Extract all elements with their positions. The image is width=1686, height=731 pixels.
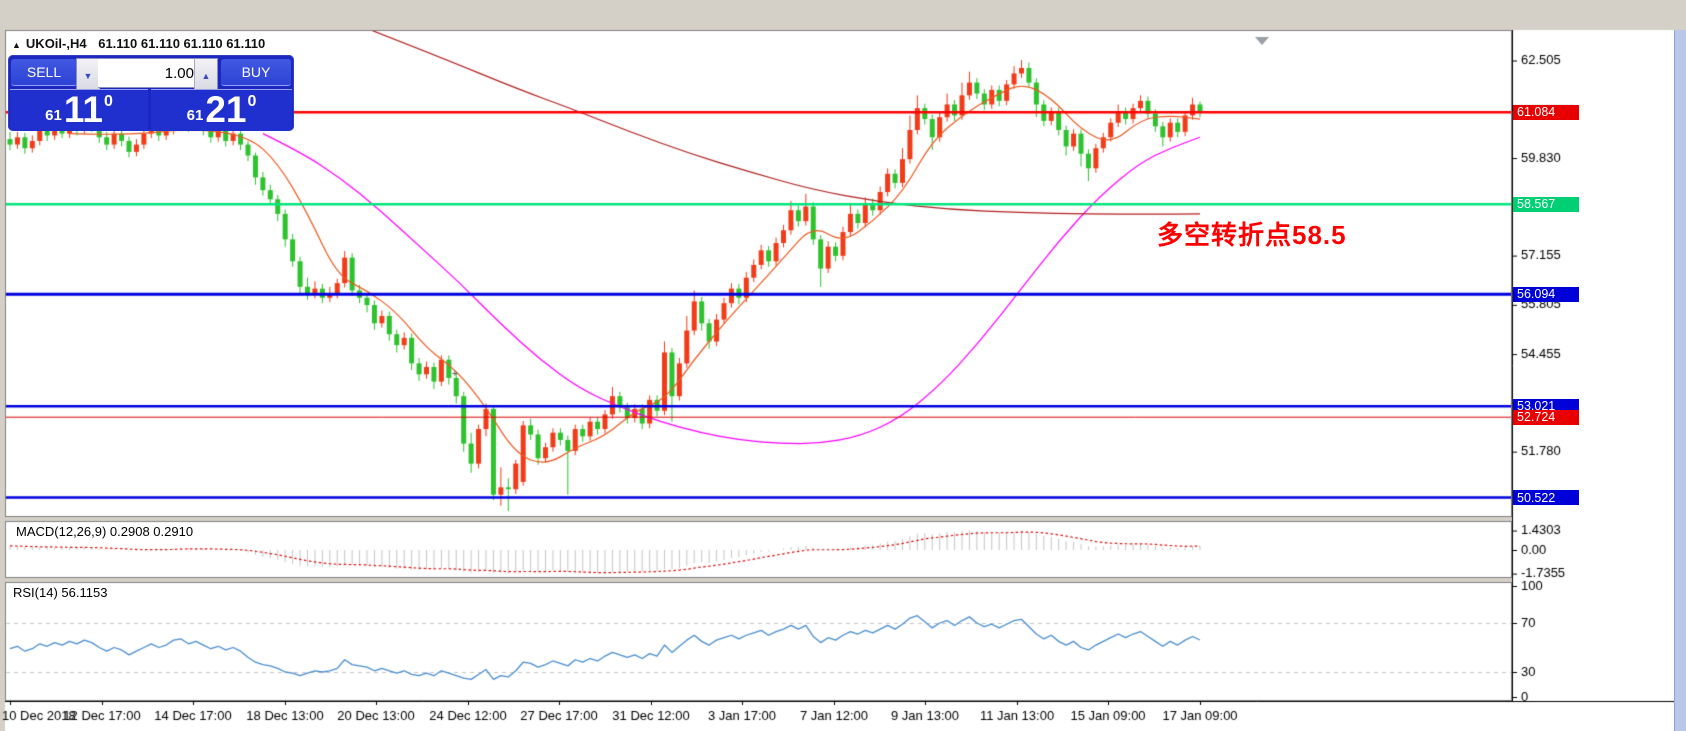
- one-click-trading-panel: SELL ▼ 1.00 ▲ BUY 61 11 0 61 21 0: [8, 55, 294, 131]
- symbol-period-label: UKOil-,H4: [25, 36, 87, 51]
- price-level-label-58.567: 58.567: [1513, 196, 1579, 212]
- buy-price-big-figure: 21: [205, 89, 247, 130]
- volume-increase-button[interactable]: ▲: [194, 58, 218, 93]
- buy-price-prefix: 61: [186, 107, 204, 124]
- price-level-label-61.084: 61.084: [1513, 104, 1579, 120]
- price-level-label-56.094: 56.094: [1513, 286, 1579, 302]
- window-right-edge: [1674, 30, 1686, 731]
- buy-price-display[interactable]: 61 21 0: [151, 89, 292, 131]
- price-level-label-52.724: 52.724: [1513, 409, 1579, 425]
- chart-title: ▲ UKOil-,H4 61.110 61.110 61.110 61.110: [12, 36, 265, 51]
- rsi-indicator-label: RSI(14) 56.1153: [13, 585, 108, 600]
- buy-price-pip: 0: [247, 93, 257, 110]
- quote-panel-top-row: SELL ▼ 1.00 ▲ BUY: [8, 55, 294, 93]
- sell-price-pip: 0: [103, 93, 113, 110]
- macd-indicator-label: MACD(12,26,9) 0.2908 0.2910: [16, 524, 194, 539]
- collapse-triangle-icon[interactable]: ▲: [12, 40, 21, 50]
- sell-price-big-figure: 11: [63, 89, 103, 130]
- volume-input[interactable]: 1.00: [98, 58, 200, 88]
- buy-button[interactable]: BUY: [221, 59, 291, 86]
- sell-price-prefix: 61: [45, 107, 62, 124]
- ohlc-values: 61.110 61.110 61.110 61.110: [98, 36, 266, 51]
- chart-text-annotation: 多空转折点58.5: [1157, 220, 1347, 250]
- sell-price-display[interactable]: 61 11 0: [10, 89, 148, 131]
- price-level-label-50.522: 50.522: [1513, 490, 1579, 505]
- sell-button[interactable]: SELL: [11, 59, 77, 86]
- volume-decrease-button[interactable]: ▼: [76, 58, 100, 93]
